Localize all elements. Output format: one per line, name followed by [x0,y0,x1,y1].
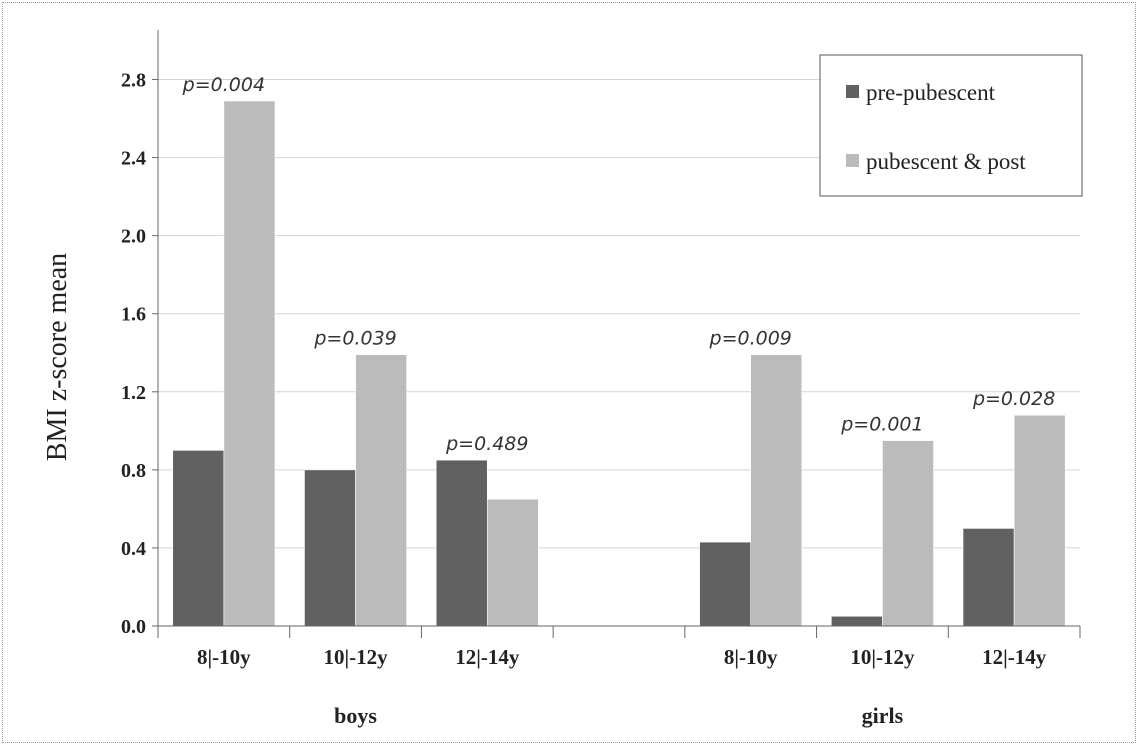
bar-pubescent-post [223,100,276,627]
x-category-label: 12|-14y [982,645,1047,669]
group-labels: boys girls [334,703,903,728]
bar-pre-pubescent [962,528,1015,627]
y-tick-label: 0.4 [121,538,146,560]
bars [172,100,1066,627]
bar-pre-pubescent [172,450,225,627]
p-value-label: p=0.489 [445,433,528,455]
p-value-label: p=0.001 [840,414,923,436]
y-tick-label: 0.0 [121,616,146,638]
x-category-label: 10|-12y [324,645,389,669]
y-tick-label: 1.2 [121,382,146,404]
bar-pubescent-post [486,498,539,627]
y-tick-label: 2.8 [121,70,146,92]
bar-pre-pubescent [699,541,752,627]
bar-pre-pubescent [435,459,488,627]
legend: pre-pubescent pubescent & post [819,54,1083,197]
p-value-label: p=0.039 [313,328,396,350]
bar-pubescent-post [355,354,407,627]
category-labels: 8|-10y 10|-12y 12|-14y 8|-10y 10|-12y 12|-14y [197,645,1047,669]
legend-box [819,54,1083,197]
bar-pubescent-post [882,440,934,627]
x-category-label: 12|-14y [455,645,520,669]
x-category-label: 10|-12y [850,645,915,669]
group-label-girls: girls [862,703,904,728]
group-label-boys: boys [334,703,377,728]
bar-pre-pubescent [831,615,883,627]
bar-pubescent-post [1013,414,1066,627]
p-value-label: p=0.009 [709,328,792,350]
p-value-label: p=0.028 [972,388,1055,410]
legend-label-pubescent-post: pubescent & post [866,149,1026,174]
bar-pre-pubescent [304,469,356,627]
axes [152,30,1081,638]
x-category-label: 8|-10y [197,645,251,669]
x-category-label: 8|-10y [724,645,778,669]
legend-swatch-pubescent-post [846,154,859,167]
y-tick-label: 0.8 [121,460,146,482]
y-tick-label: 1.6 [121,304,146,326]
y-tick-label: 2.4 [121,148,146,170]
bar-pubescent-post [750,354,803,627]
y-tick-label: 2.0 [121,226,146,248]
p-value-label: p=0.004 [182,74,265,96]
y-tick-labels: 0.0 0.4 0.8 1.2 1.6 2.0 2.4 2.8 [121,70,146,638]
y-axis-label: BMI z-score mean [42,253,73,461]
p-value-annotations: p=0.004 p=0.039 p=0.489 p=0.009 p=0.001 p=0.0… [182,74,1056,455]
legend-label-pre-pubescent: pre-pubescent [866,80,996,105]
legend-swatch-pre-pubescent [846,85,859,98]
